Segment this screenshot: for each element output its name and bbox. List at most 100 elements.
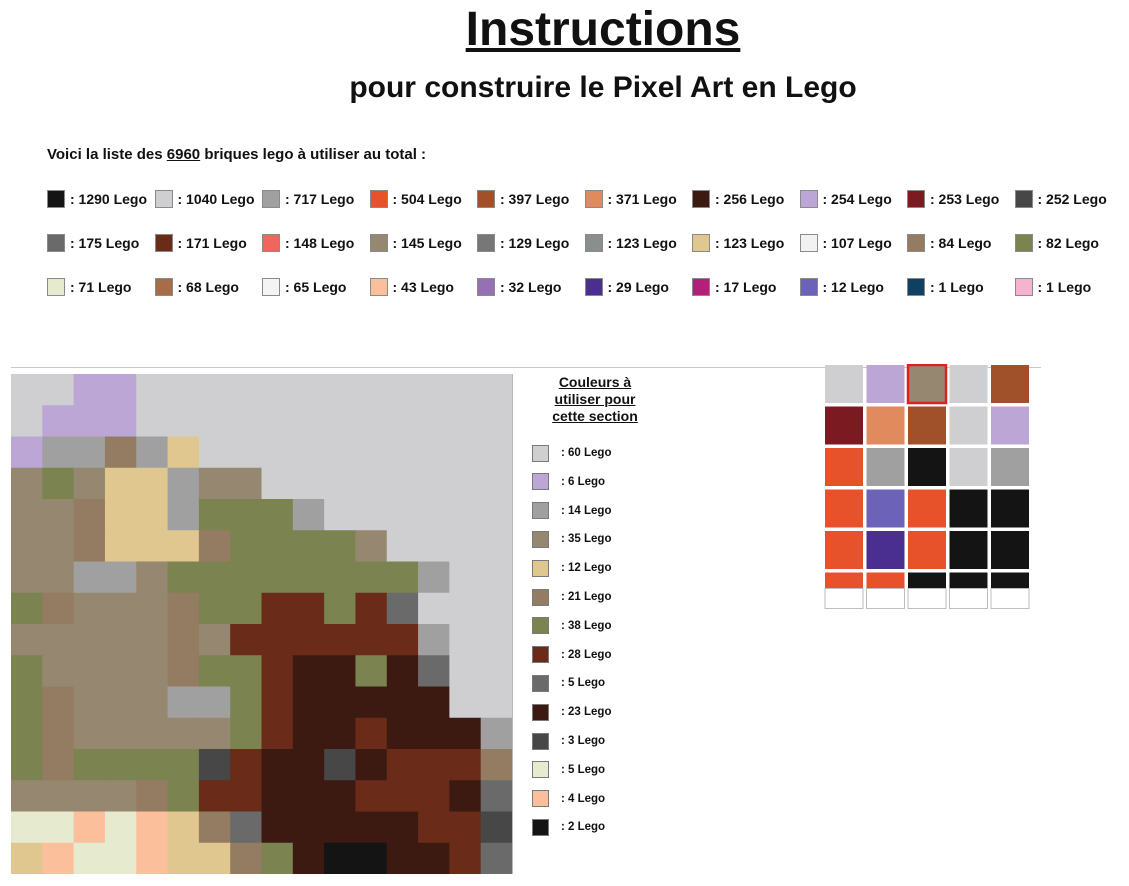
pixel-brick — [480, 592, 512, 625]
pixel-brick — [230, 655, 263, 688]
section-overview-thumbnail — [824, 364, 1034, 619]
thumbnail-tile[interactable] — [825, 448, 863, 486]
pixel-brick — [230, 624, 263, 656]
section-color-item: : 12 Lego — [532, 559, 611, 577]
pixel-brick — [136, 717, 169, 750]
section-color-swatch — [532, 703, 549, 721]
pixel-brick — [73, 592, 106, 625]
thumbnail-tile[interactable] — [908, 531, 946, 569]
pixel-brick — [104, 655, 137, 688]
pixel-brick — [136, 811, 169, 844]
pixel-brick — [386, 749, 419, 781]
thumbnail-tile[interactable] — [991, 406, 1029, 445]
pixel-brick — [11, 686, 43, 719]
brick-color-swatch — [584, 278, 603, 296]
thumbnail-tile[interactable] — [949, 448, 988, 486]
thumbnail-tile[interactable] — [908, 365, 946, 403]
thumbnail-tile[interactable] — [949, 572, 988, 589]
brick-color-swatch — [907, 190, 925, 208]
pixel-brick — [355, 499, 388, 531]
pixel-brick — [292, 405, 325, 438]
pixel-brick — [261, 374, 294, 406]
pixel-brick — [355, 717, 388, 750]
thumbnail-tile[interactable] — [866, 531, 905, 569]
pixel-brick — [11, 467, 43, 500]
thumbnail-tile[interactable] — [991, 572, 1029, 589]
thumbnail-tile[interactable] — [866, 489, 905, 528]
pixel-brick — [11, 624, 43, 656]
pixel-brick — [230, 592, 263, 625]
thumbnail-tile[interactable] — [866, 572, 905, 589]
brick-count-label: : 129 Lego — [500, 235, 570, 251]
thumbnail-tile[interactable] — [949, 531, 988, 569]
brick-color-swatch — [907, 278, 925, 296]
pixel-brick — [167, 467, 200, 500]
thumbnail-tile[interactable] — [949, 489, 988, 528]
thumbnail-tile[interactable] — [991, 365, 1029, 403]
thumbnail-grid — [824, 364, 1030, 609]
thumbnail-tile[interactable] — [908, 572, 946, 589]
brick-color-item: : 123 Lego — [584, 232, 677, 254]
thumbnail-tile[interactable] — [949, 406, 988, 445]
section-title-line-1: Couleurs à — [558, 374, 632, 390]
pixel-brick — [73, 811, 106, 844]
pixel-brick — [292, 436, 325, 469]
section-count-label: : 3 Lego — [561, 735, 606, 747]
pixel-brick — [42, 530, 75, 563]
pixel-brick — [167, 624, 200, 656]
thumbnail-tile[interactable] — [991, 448, 1029, 486]
brick-color-item: : 65 Lego — [262, 276, 346, 298]
section-color-swatch — [532, 617, 549, 635]
thumbnail-tile[interactable] — [825, 572, 863, 589]
section-count-label: : 14 Lego — [561, 504, 612, 517]
pixel-brick — [167, 686, 200, 719]
thumbnail-tile[interactable] — [908, 489, 946, 528]
brick-color-item: : 253 Lego — [907, 188, 999, 210]
thumbnail-tile[interactable] — [991, 531, 1029, 569]
pixel-brick — [230, 561, 263, 594]
pixel-brick — [136, 561, 169, 594]
section-color-item: : 60 Lego — [532, 444, 611, 462]
section-color-item: : 4 Lego — [532, 790, 605, 808]
pixel-brick — [324, 405, 357, 438]
thumbnail-tile[interactable] — [908, 406, 946, 445]
pixel-brick — [104, 374, 137, 406]
thumbnail-tile[interactable] — [825, 406, 863, 445]
pixel-brick — [292, 592, 325, 625]
pixel-brick — [418, 436, 450, 469]
thumbnail-tile[interactable] — [991, 489, 1029, 528]
thumbnail-tile[interactable] — [866, 448, 905, 486]
pixel-brick — [261, 655, 294, 688]
pixel-brick — [355, 655, 388, 688]
pixel-brick — [261, 499, 294, 531]
pixel-brick — [449, 624, 482, 656]
thumbnail-tile[interactable] — [866, 406, 905, 445]
thumbnail-tile[interactable] — [825, 365, 863, 403]
section-color-item: : 5 Lego — [532, 674, 605, 692]
thumbnail-tile[interactable] — [825, 531, 863, 569]
pixel-brick — [261, 811, 294, 844]
thumbnail-tile[interactable] — [949, 365, 988, 403]
brick-color-item: : 84 Lego — [907, 232, 991, 254]
pixel-brick — [480, 405, 512, 438]
pixel-brick — [73, 499, 106, 531]
brick-color-item: : 1040 Lego — [154, 188, 255, 210]
brick-count-label: : 256 Lego — [715, 191, 785, 207]
pixel-brick — [418, 717, 450, 750]
thumbnail-tile[interactable] — [908, 448, 946, 486]
pixel-brick — [324, 467, 357, 500]
brick-color-swatch — [907, 234, 925, 252]
brick-color-swatch — [369, 234, 388, 252]
brick-color-item: : 256 Lego — [692, 188, 784, 210]
thumbnail-tile[interactable] — [866, 365, 905, 403]
brick-color-swatch — [47, 190, 65, 208]
brick-count-label: : 17 Lego — [715, 279, 777, 295]
pixel-brick — [324, 749, 357, 781]
pixel-brick — [418, 655, 450, 688]
pixel-brick — [386, 624, 419, 656]
brick-color-swatch — [47, 234, 65, 252]
pixel-brick — [104, 624, 137, 656]
pixel-brick — [198, 499, 231, 531]
thumbnail-tile[interactable] — [825, 489, 863, 528]
pixel-brick — [136, 467, 169, 500]
